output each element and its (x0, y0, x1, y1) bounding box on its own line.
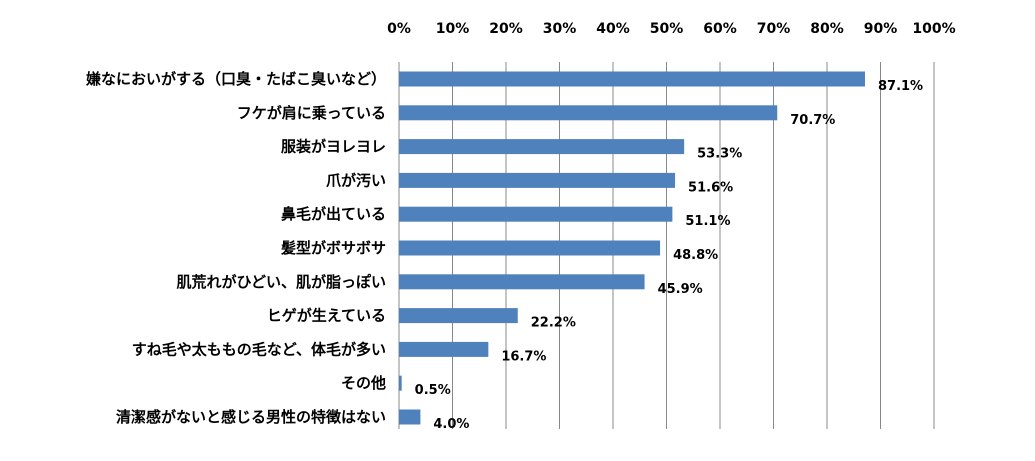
x-axis-ticks: 0% 10% 20% 30% 40% 50% 60% 70% 80% 90% 100% (387, 21, 956, 37)
category-label: フケが肩に乗っている (237, 104, 386, 122)
bar (399, 206, 673, 222)
x-tick-label: 60% (703, 21, 737, 37)
data-label: 48.8% (673, 248, 718, 263)
bar (399, 240, 661, 256)
category-label: ヒゲが生えている (267, 307, 386, 325)
data-labels: 87.1% 70.7% 53.3% 51.6% 51.1% 48.8% 45.9% 22.2%… (415, 79, 923, 432)
x-tick-label: 100% (912, 21, 955, 37)
data-label: 87.1% (878, 79, 923, 94)
x-tick-label: 0% (387, 21, 411, 37)
category-label: 爪が汚い (326, 171, 386, 189)
category-label: 肌荒れがひどい、肌が脂っぽい (176, 273, 386, 291)
data-label: 70.7% (790, 113, 835, 128)
bar (399, 139, 685, 155)
data-label: 53.3% (697, 147, 742, 162)
category-label: 嫌なにおいがする（口臭・たばこ臭いなど） (85, 70, 386, 88)
data-label: 51.1% (685, 214, 730, 229)
bar (399, 274, 645, 290)
bar (399, 71, 865, 87)
bar (399, 341, 489, 357)
data-label: 0.5% (415, 383, 451, 398)
bar (399, 375, 402, 391)
bar (399, 172, 676, 188)
category-label: 髪型がボサボサ (280, 239, 386, 257)
bar (399, 105, 778, 121)
bars (399, 71, 865, 425)
x-tick-label: 50% (650, 21, 684, 37)
data-label: 16.7% (501, 349, 546, 364)
category-label: 清潔感がないと感じる男性の特徴はない (116, 408, 386, 426)
category-label: すね毛や太ももの毛など、体毛が多い (132, 340, 386, 358)
bar (399, 308, 518, 324)
data-label: 4.0% (433, 417, 469, 432)
category-label: 鼻毛が出ている (281, 205, 386, 223)
x-tick-label: 90% (864, 21, 898, 37)
bar (399, 409, 421, 425)
x-tick-label: 30% (543, 21, 577, 37)
x-tick-label: 20% (489, 21, 523, 37)
x-tick-label: 10% (436, 21, 470, 37)
x-tick-label: 80% (810, 21, 844, 37)
x-tick-label: 40% (596, 21, 630, 37)
x-tick-label: 70% (757, 21, 791, 37)
data-label: 45.9% (658, 282, 703, 297)
category-labels: 嫌なにおいがする（口臭・たばこ臭いなど） フケが肩に乗っている服装がヨレヨレ爪が汚… (85, 70, 386, 426)
data-label: 51.6% (688, 180, 733, 195)
category-label: 服装がヨレヨレ (281, 138, 386, 156)
category-label: その他 (341, 374, 386, 392)
data-label: 22.2% (531, 316, 576, 331)
